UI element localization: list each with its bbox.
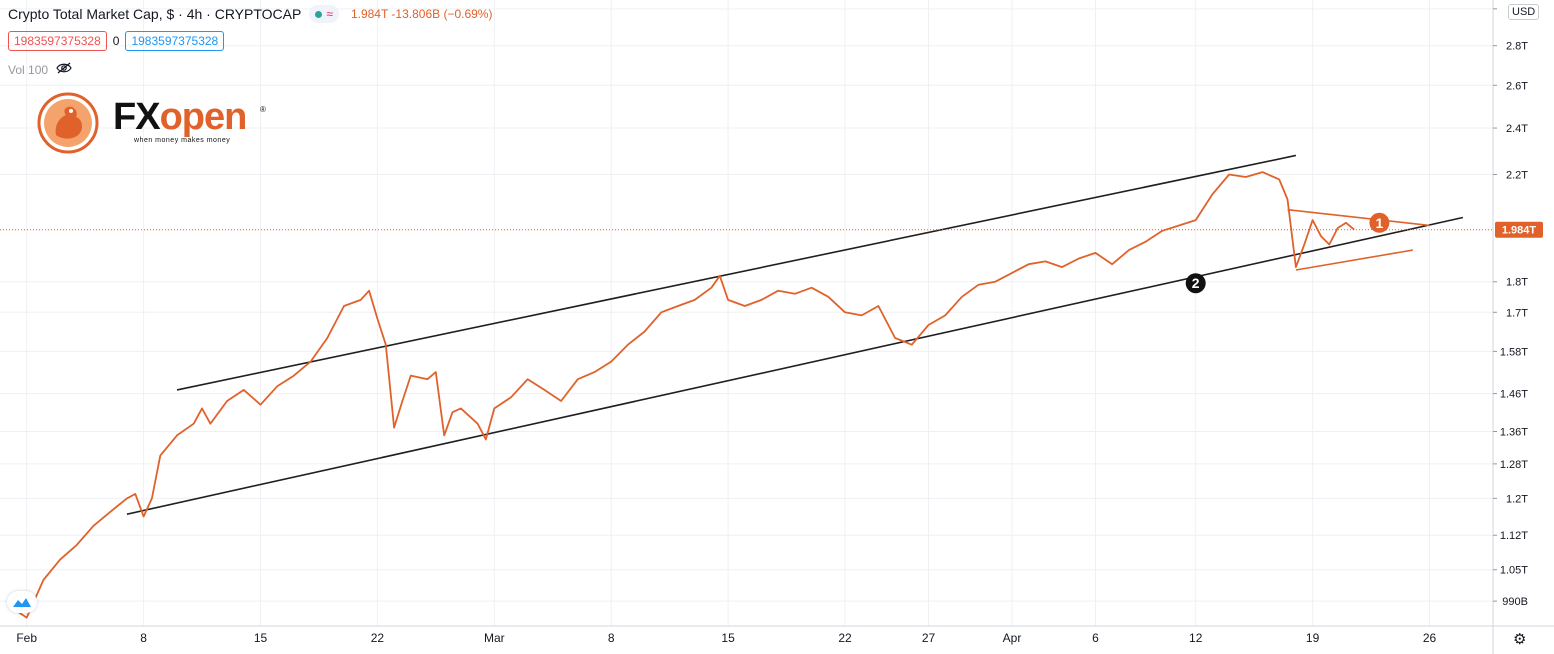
y-tick-label: 1.05T (1500, 565, 1528, 577)
annotation-marker-1[interactable] (1369, 212, 1390, 233)
y-tick-label: 1.28T (1500, 459, 1528, 471)
ohlc-values: 1.984T -13.806B (−0.69%) (350, 7, 493, 21)
x-tick-label: 12 (1189, 631, 1203, 645)
x-tick-label: 26 (1423, 631, 1437, 645)
x-tick-label: Feb (16, 631, 37, 645)
brand-logo: FXopen ® when money makes money (36, 91, 276, 157)
x-tick-label: Apr (1003, 631, 1022, 645)
symbol-title[interactable]: Crypto Total Market Cap, $ · 4h · CRYPTO… (8, 6, 302, 22)
registered-mark: ® (260, 105, 266, 114)
y-tick-label: 990B (1502, 596, 1528, 608)
y-tick-label: 1.58T (1500, 346, 1528, 358)
x-tick-label: 27 (922, 631, 936, 645)
y-tick-label: 2.4T (1506, 123, 1528, 135)
dragon-logo-icon (37, 92, 99, 154)
x-tick-label: 15 (721, 631, 735, 645)
ask-price-box[interactable]: 1983597375328 (125, 31, 225, 51)
x-tick-label: 8 (608, 631, 615, 645)
annotation-marker-2[interactable] (1185, 273, 1206, 294)
market-status-indicator[interactable]: ≈ (309, 5, 339, 23)
brand-slogan: when money makes money (134, 137, 231, 144)
last-price-box (1495, 221, 1543, 238)
x-tick-label: 15 (254, 631, 268, 645)
last-price-label: 1.984T (1502, 225, 1537, 237)
volume-label: Vol 100 (8, 62, 49, 77)
volume-legend: Vol 100 (8, 62, 72, 77)
brand-fx: FX (113, 96, 161, 138)
channel-lower-line[interactable] (126, 216, 1464, 515)
brand-open: open (159, 96, 248, 138)
y-tick-label: 2.8T (1506, 41, 1528, 53)
data-wave-icon: ≈ (326, 7, 333, 21)
x-tick-label: 8 (140, 631, 147, 645)
chart-header: Crypto Total Market Cap, $ · 4h · CRYPTO… (8, 5, 492, 23)
wedge-upper-line[interactable] (1287, 208, 1430, 227)
y-tick-label: 1.8T (1506, 277, 1528, 289)
y-tick-label: 1.36T (1500, 426, 1528, 438)
bid-price-box[interactable]: 1983597375328 (8, 31, 107, 51)
spread-value: 0 (112, 34, 120, 48)
x-tick-label: 22 (371, 631, 385, 645)
x-tick-label: Mar (484, 631, 505, 645)
y-tick-label: 1.7T (1506, 307, 1528, 319)
brand-wordmark: FXopen (113, 96, 248, 138)
quote-row: 1983597375328 0 1983597375328 (8, 31, 225, 51)
y-tick-label: 1.2T (1506, 493, 1528, 505)
eye-off-icon[interactable] (56, 62, 72, 77)
market-open-dot-icon (315, 10, 323, 18)
y-tick-label: 1.46T (1500, 389, 1528, 401)
price-series-line[interactable] (9, 171, 1355, 619)
y-tick-label: 2.2T (1506, 170, 1528, 182)
annotation-label-2: 2 (1192, 275, 1200, 291)
y-tick-label: 1.12T (1500, 530, 1528, 542)
channel-upper-line[interactable] (176, 154, 1297, 391)
annotation-label-1: 1 (1376, 215, 1384, 231)
wedge-lower-line[interactable] (1295, 249, 1413, 271)
y-tick-label: 2.6T (1506, 80, 1528, 92)
currency-label[interactable]: USD (1508, 4, 1540, 20)
gear-icon[interactable]: ⚙ (1513, 631, 1527, 648)
x-tick-label: 19 (1306, 631, 1320, 645)
x-tick-label: 6 (1092, 631, 1099, 645)
tradingview-logo-icon[interactable] (7, 591, 37, 613)
x-tick-label: 22 (838, 631, 852, 645)
